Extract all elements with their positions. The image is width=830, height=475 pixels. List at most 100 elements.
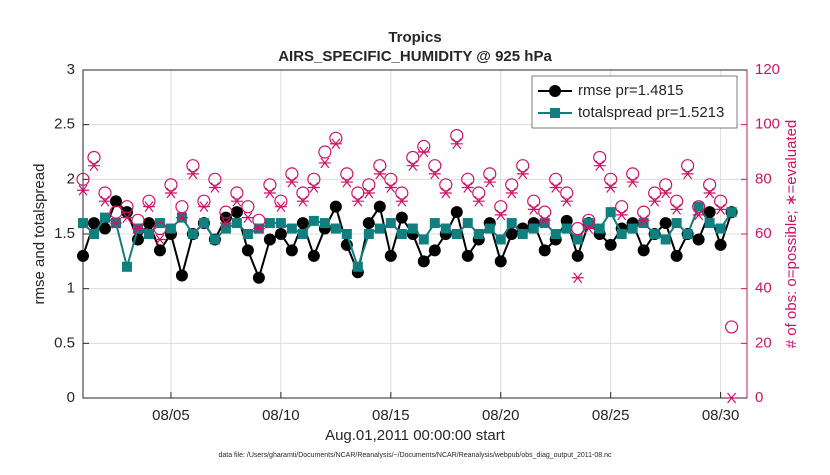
point: [120, 200, 134, 214]
point: [296, 195, 309, 207]
point: [539, 218, 550, 229]
y2-tick-label: 120: [755, 61, 780, 78]
point: [198, 218, 209, 229]
y-tick-label: 3: [67, 61, 75, 78]
point: [373, 200, 386, 213]
point: [670, 249, 683, 262]
point: [692, 200, 706, 214]
point: [395, 186, 409, 200]
point: [131, 223, 144, 234]
point: [440, 223, 451, 234]
point: [340, 167, 354, 181]
point: [286, 223, 297, 234]
point: [153, 234, 166, 245]
point: [583, 218, 594, 229]
point: [296, 186, 310, 200]
point: [384, 172, 398, 186]
point: [362, 178, 376, 192]
point: [208, 182, 221, 193]
point: [516, 168, 529, 180]
point: [538, 214, 551, 226]
point: [505, 178, 519, 192]
point: [561, 223, 572, 234]
point: [604, 182, 617, 193]
point: [494, 200, 508, 214]
point: [252, 213, 266, 227]
point: [439, 187, 452, 199]
point: [494, 209, 507, 221]
legend-marker: [549, 85, 561, 97]
x-tick-label: 08/10: [262, 407, 300, 424]
point: [197, 201, 210, 213]
point: [418, 234, 429, 245]
point: [120, 212, 133, 223]
point: [549, 182, 562, 193]
point: [109, 205, 123, 219]
point: [428, 168, 441, 180]
legend-box: [531, 75, 738, 129]
point: [615, 209, 628, 221]
point: [230, 206, 243, 219]
point: [560, 186, 574, 200]
point: [428, 244, 441, 257]
point: [616, 229, 627, 239]
point: [648, 195, 661, 207]
point: [450, 206, 463, 219]
point: [307, 182, 320, 193]
point: [362, 217, 375, 230]
point: [528, 223, 539, 234]
y2-tick-label: 60: [755, 225, 772, 242]
point: [726, 207, 737, 218]
point: [385, 218, 396, 229]
point: [263, 187, 276, 199]
y-tick-label: 1.5: [54, 225, 75, 242]
point: [549, 172, 563, 186]
point: [407, 223, 418, 234]
point: [231, 218, 242, 229]
point: [164, 178, 178, 192]
point: [263, 178, 277, 192]
point: [362, 187, 375, 199]
point: [594, 223, 605, 234]
point: [550, 229, 561, 239]
point: [429, 218, 440, 229]
y-tick-label: 1: [67, 280, 75, 297]
point: [472, 186, 486, 200]
point: [703, 178, 717, 192]
point: [341, 229, 352, 239]
point: [451, 229, 462, 239]
point: [98, 186, 112, 200]
point: [208, 172, 222, 186]
point: [627, 223, 638, 234]
point: [274, 201, 287, 213]
point: [649, 229, 660, 239]
point: [495, 234, 506, 245]
point: [637, 244, 650, 257]
point: [692, 233, 705, 246]
point: [571, 272, 584, 284]
point: [384, 182, 397, 193]
point: [142, 201, 155, 213]
x-tick-label: 08/20: [482, 407, 520, 424]
point: [715, 223, 726, 234]
point: [395, 195, 408, 207]
point: [219, 217, 232, 229]
y2-tick-label: 80: [755, 170, 772, 187]
point: [373, 159, 387, 173]
point: [187, 229, 198, 239]
footnote: data file: /Users/gharamti/Documents/NCA…: [218, 452, 612, 459]
point: [714, 204, 727, 215]
point: [682, 229, 693, 239]
point: [505, 228, 518, 240]
point: [593, 150, 607, 165]
point: [626, 167, 640, 181]
point: [241, 200, 255, 214]
point: [330, 223, 341, 234]
point: [77, 249, 89, 262]
point: [428, 159, 442, 173]
point: [538, 244, 551, 257]
point: [374, 223, 385, 234]
point: [384, 249, 397, 262]
point: [352, 261, 363, 272]
